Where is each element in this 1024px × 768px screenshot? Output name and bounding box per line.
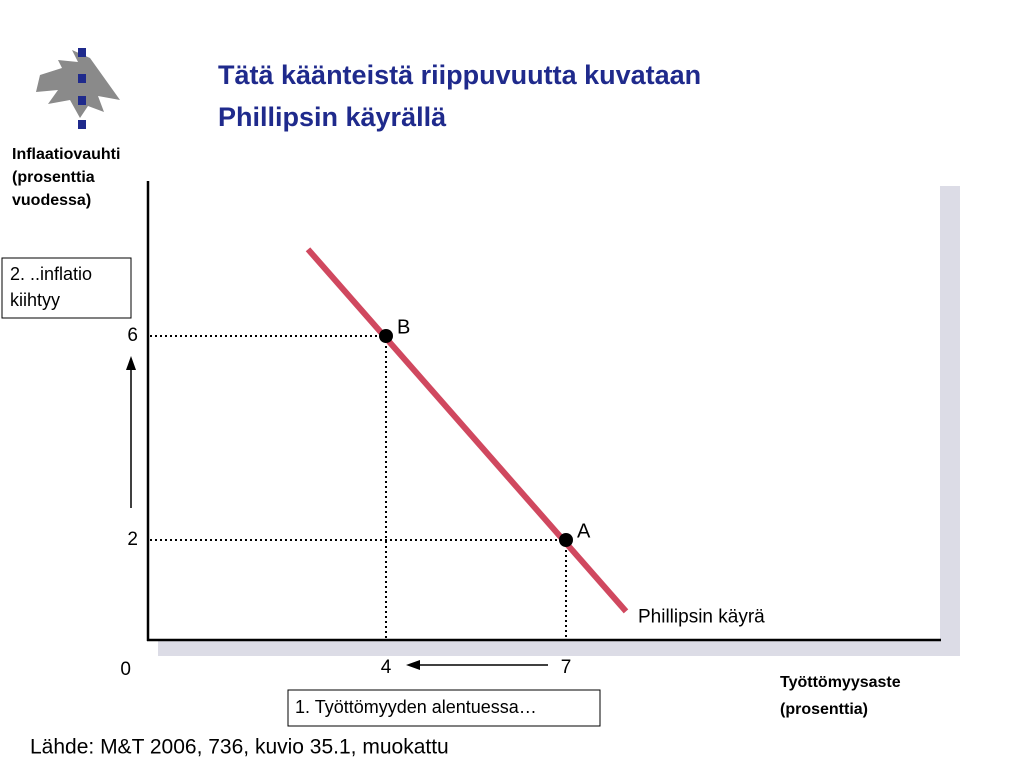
annotation-text: 2. ..inflatio — [10, 264, 92, 284]
point-label: B — [397, 316, 410, 338]
x-tick-label: 7 — [561, 657, 572, 678]
annotation-box — [1, 257, 132, 319]
annotation-box — [287, 689, 601, 727]
x-axis-label: (prosenttia) — [780, 701, 868, 718]
annotation-text: kiihtyy — [10, 290, 60, 310]
origin-label: 0 — [120, 659, 131, 680]
plot-area — [150, 182, 940, 640]
point — [559, 533, 573, 547]
arrow-head — [126, 356, 136, 370]
y-axis-label: (prosenttia — [12, 169, 95, 186]
point-label: A — [577, 520, 591, 542]
source: Lähde: M&T 2006, 736, kuvio 35.1, muokat… — [30, 736, 449, 759]
logo — [36, 48, 120, 129]
y-axis-label: vuodessa) — [12, 192, 91, 209]
y-tick-label: 6 — [127, 325, 138, 346]
arrow-head — [406, 660, 420, 670]
title-line: Phillipsin käyrällä — [218, 102, 447, 132]
title-line: Tätä käänteistä riippuvuutta kuvataan — [218, 60, 701, 90]
point — [379, 329, 393, 343]
y-tick-label: 2 — [127, 529, 138, 550]
x-tick-label: 4 — [381, 657, 392, 678]
annotation-text: 1. Työttömyyden alentuessa… — [295, 697, 537, 717]
curve-label: Phillipsin käyrä — [638, 606, 765, 627]
x-axis-label: Työttömyysaste — [780, 674, 901, 691]
y-axis-label: Inflaatiovauhti — [12, 146, 120, 163]
phillips-curve — [305, 247, 629, 614]
plot: 2 6 4 7 0 Phillipsin käyrä B A — [120, 247, 765, 680]
